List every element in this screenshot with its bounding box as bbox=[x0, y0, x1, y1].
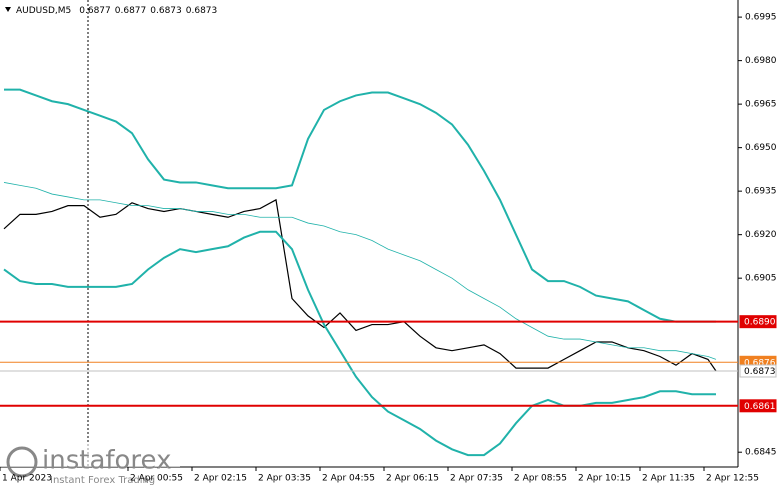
logo-bg bbox=[0, 444, 180, 467]
y-tick-label: 0.6845 bbox=[745, 448, 777, 458]
y-tick-label: 0.6905 bbox=[745, 274, 777, 284]
x-tick-label: 2 Apr 10:15 bbox=[578, 474, 631, 484]
y-tick-label: 0.6980 bbox=[745, 56, 777, 66]
level-label: 0.6873 bbox=[744, 367, 776, 377]
logo: instaforex Instant Forex Trading bbox=[0, 444, 180, 486]
y-tick-label: 0.6935 bbox=[745, 187, 777, 197]
level-label: 0.6876 bbox=[744, 358, 776, 368]
series-line bbox=[3, 182, 717, 360]
series-line bbox=[4, 88, 716, 323]
y-tick-label: 0.6950 bbox=[745, 143, 777, 153]
x-tick-label: 1 Apr 2023 bbox=[2, 474, 52, 484]
y-tick-label: 0.6920 bbox=[745, 230, 777, 240]
x-tick-label: 2 Apr 02:15 bbox=[194, 474, 247, 484]
x-tick-label: 2 Apr 00:55 bbox=[130, 474, 183, 484]
menu-arrow bbox=[5, 7, 11, 12]
logo-tagline: Instant Forex Trading bbox=[50, 475, 155, 486]
series-line bbox=[3, 198, 717, 372]
y-tick-label: 0.6965 bbox=[745, 100, 777, 110]
header-field: 0.6877 bbox=[115, 6, 147, 16]
header-field: AUDUSD,M5 bbox=[16, 6, 71, 16]
logo-icon bbox=[6, 446, 38, 478]
header-field: 0.6877 bbox=[79, 6, 111, 16]
level-label: 0.6890 bbox=[744, 318, 776, 328]
header: AUDUSD,M5 0.6877 0.6877 0.6873 0.6873 bbox=[16, 6, 217, 16]
level-tag bbox=[739, 399, 777, 413]
x-tick-label: 2 Apr 04:55 bbox=[322, 474, 375, 484]
x-tick-label: 2 Apr 11:35 bbox=[642, 474, 695, 484]
y-tick-label: 0.6995 bbox=[745, 13, 777, 23]
header-field: 0.6873 bbox=[150, 6, 182, 16]
x-tick-label: 2 Apr 12:55 bbox=[706, 474, 759, 484]
logo-brand: instaforex bbox=[42, 446, 171, 476]
plot-area bbox=[3, 88, 717, 457]
series-line bbox=[3, 230, 716, 457]
level-tag bbox=[739, 364, 777, 378]
x-tick-label: 2 Apr 06:15 bbox=[386, 474, 439, 484]
x-tick-label: 2 Apr 08:55 bbox=[514, 474, 567, 484]
level-tag bbox=[739, 315, 777, 329]
x-tick-label: 2 Apr 03:35 bbox=[258, 474, 311, 484]
level-label: 0.6861 bbox=[744, 402, 776, 412]
x-tick-label: 2 Apr 07:35 bbox=[450, 474, 503, 484]
header-field: 0.6873 bbox=[186, 6, 218, 16]
